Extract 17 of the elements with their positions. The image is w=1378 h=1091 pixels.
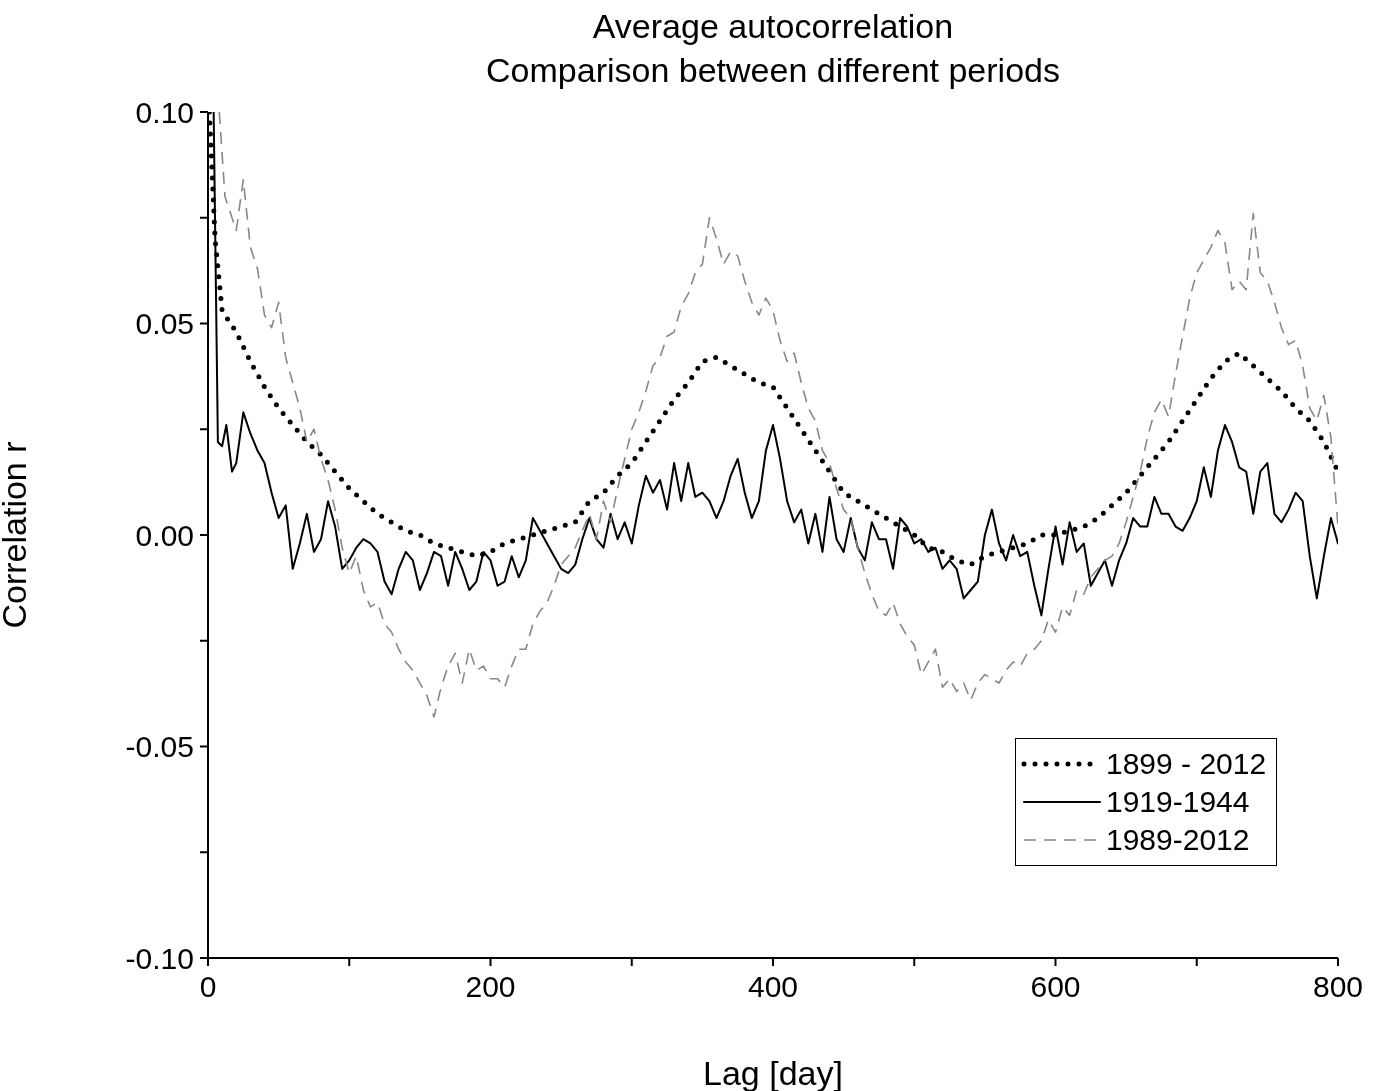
x-tick-label: 800: [1312, 970, 1364, 1004]
y-tick-label: 0.05: [135, 307, 194, 341]
legend-label: 1989-2012: [1106, 823, 1250, 857]
y-tick-label: -0.05: [125, 730, 194, 764]
y-tick-label: -0.10: [125, 941, 194, 975]
x-tick-label: 0: [199, 970, 217, 1004]
legend-label: 1899 - 2012: [1106, 747, 1267, 781]
x-tick-label: 400: [747, 970, 799, 1004]
x-tick-label: 600: [1030, 970, 1081, 1004]
chart-subtitle: Comparison between different periods: [485, 50, 1061, 91]
y-tick-label: 0.10: [135, 95, 194, 129]
legend-label: 1919-1944: [1106, 785, 1250, 819]
y-axis-title: Correlation r: [0, 441, 34, 629]
y-tick-label: 0.00: [135, 518, 194, 552]
x-tick-label: 200: [465, 970, 516, 1004]
chart-title: Average autocorrelation: [591, 6, 955, 47]
line-series: [218, 112, 1338, 718]
